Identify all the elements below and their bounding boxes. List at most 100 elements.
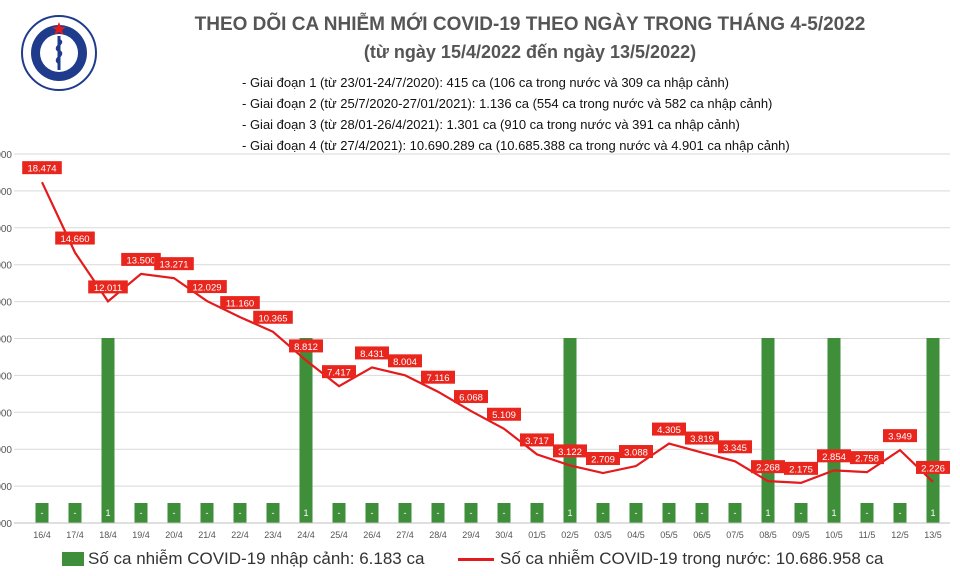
x-tick-label: 05/5 xyxy=(660,530,678,540)
line-data-label: 2.175 xyxy=(789,464,813,475)
x-tick-label: 23/4 xyxy=(264,530,282,540)
x-tick-label: 12/5 xyxy=(891,530,909,540)
bar-data-label: - xyxy=(536,508,539,518)
bar-data-label: 1 xyxy=(930,508,935,518)
line-label-bg xyxy=(619,445,653,459)
bar-imported xyxy=(530,503,544,523)
line-data-label: 7.116 xyxy=(426,373,449,384)
legend-line-swatch xyxy=(458,557,494,561)
line-data-label: 14.660 xyxy=(60,234,89,245)
x-tick-label: 26/4 xyxy=(363,530,381,540)
line-label-bg xyxy=(718,440,752,454)
x-tick-label: 13/5 xyxy=(924,530,942,540)
x-tick-label: 27/4 xyxy=(396,530,414,540)
bar-imported xyxy=(200,503,214,523)
line-data-label: 11.160 xyxy=(226,299,254,310)
y-tick-label: 000 xyxy=(0,371,12,382)
y-tick-label: 000 xyxy=(0,408,12,419)
line-label-bg xyxy=(289,339,323,353)
line-label-bg xyxy=(685,431,719,445)
line-label-bg xyxy=(55,231,95,245)
x-tick-label: 30/4 xyxy=(495,530,513,540)
legend-item-domestic: Số ca nhiễm COVID-19 trong nước: 10.686.… xyxy=(458,549,884,569)
bar-imported xyxy=(134,503,148,523)
line-domestic xyxy=(41,181,934,484)
line-label-bg xyxy=(652,422,686,436)
line-data-label: 2.758 xyxy=(855,454,879,465)
bar-data-label: 1 xyxy=(831,508,836,518)
line-data-label: 2.709 xyxy=(591,455,615,466)
bar-data-label: - xyxy=(140,508,143,518)
line-label-bg xyxy=(220,296,260,310)
x-tick-label: 29/4 xyxy=(462,530,480,540)
bar-imported xyxy=(662,503,676,523)
x-tick-label: 16/4 xyxy=(33,530,51,540)
line-label-bg xyxy=(355,346,389,360)
y-tick-label: 000 xyxy=(0,187,12,198)
y-tick-label: 000 xyxy=(0,482,12,493)
line-label-bg xyxy=(22,161,62,175)
line-data-label: 12.011 xyxy=(94,283,122,294)
phase-note-4: - Giai đoạn 4 (từ 27/4/2021): 10.690.289… xyxy=(242,138,790,153)
bar-imported xyxy=(926,338,940,523)
line-data-label: 10.365 xyxy=(258,313,287,324)
bar-imported xyxy=(497,503,511,523)
phase-note-2: - Giai đoạn 2 (từ 25/7/2020-27/01/2021):… xyxy=(242,96,773,111)
line-data-label: 18.474 xyxy=(27,164,56,175)
y-tick-label: 000 xyxy=(0,445,12,456)
bar-imported xyxy=(728,503,742,523)
bar-imported xyxy=(695,503,709,523)
line-label-bg xyxy=(586,452,620,466)
line-data-label: 2.854 xyxy=(822,452,846,463)
y-tick-label: 000 xyxy=(0,298,12,309)
x-tick-label: 19/4 xyxy=(132,530,150,540)
x-tick-label: 01/5 xyxy=(528,530,546,540)
bar-data-label: - xyxy=(800,508,803,518)
line-data-label: 3.122 xyxy=(558,447,582,458)
bar-data-label: - xyxy=(503,508,506,518)
line-label-bg xyxy=(121,252,161,266)
line-label-bg xyxy=(388,354,422,368)
bar-imported xyxy=(794,503,808,523)
legend-domestic-label: Số ca nhiễm COVID-19 trong nước: 10.686.… xyxy=(500,549,884,568)
x-tick-label: 22/4 xyxy=(231,530,249,540)
bar-imported xyxy=(827,338,841,523)
bar-imported xyxy=(35,503,49,523)
bar-imported xyxy=(893,503,907,523)
bar-data-label: 1 xyxy=(105,508,110,518)
bar-imported xyxy=(398,503,412,523)
bar-imported xyxy=(860,503,874,523)
phase-notes: - Giai đoạn 1 (từ 23/01-24/7/2020): 415 … xyxy=(242,72,790,156)
bar-imported xyxy=(101,338,115,523)
line-label-bg xyxy=(784,461,818,475)
x-tick-label: 21/4 xyxy=(198,530,216,540)
bar-data-label: - xyxy=(272,508,275,518)
bar-data-label: - xyxy=(635,508,638,518)
bar-data-label: - xyxy=(206,508,209,518)
bar-imported xyxy=(68,503,82,523)
legend-imported-label: Số ca nhiễm COVID-19 nhập cảnh: 6.183 ca xyxy=(88,549,425,568)
bar-data-label: - xyxy=(41,508,44,518)
line-data-label: 3.949 xyxy=(888,432,912,443)
bar-data-label: - xyxy=(239,508,242,518)
ministry-of-health-logo xyxy=(20,14,98,92)
x-tick-label: 28/4 xyxy=(429,530,447,540)
line-data-label: 2.226 xyxy=(921,463,945,474)
x-tick-label: 07/5 xyxy=(726,530,744,540)
line-label-bg xyxy=(454,390,488,404)
line-data-label: 3.345 xyxy=(723,443,747,454)
line-label-bg xyxy=(553,444,587,458)
line-label-bg xyxy=(487,407,521,421)
line-data-label: 13.500 xyxy=(126,255,155,266)
line-data-label: 3.717 xyxy=(525,436,549,447)
bar-imported xyxy=(233,503,247,523)
legend-item-imported: Số ca nhiễm COVID-19 nhập cảnh: 6.183 ca xyxy=(62,549,424,569)
bar-data-label: - xyxy=(338,508,341,518)
bar-data-label: - xyxy=(74,508,77,518)
bar-data-label: - xyxy=(173,508,176,518)
y-tick-label: 000 xyxy=(0,261,12,272)
bar-imported xyxy=(563,338,577,523)
line-data-label: 3.819 xyxy=(690,434,714,445)
x-tick-label: 10/5 xyxy=(825,530,843,540)
x-tick-label: 03/5 xyxy=(594,530,612,540)
